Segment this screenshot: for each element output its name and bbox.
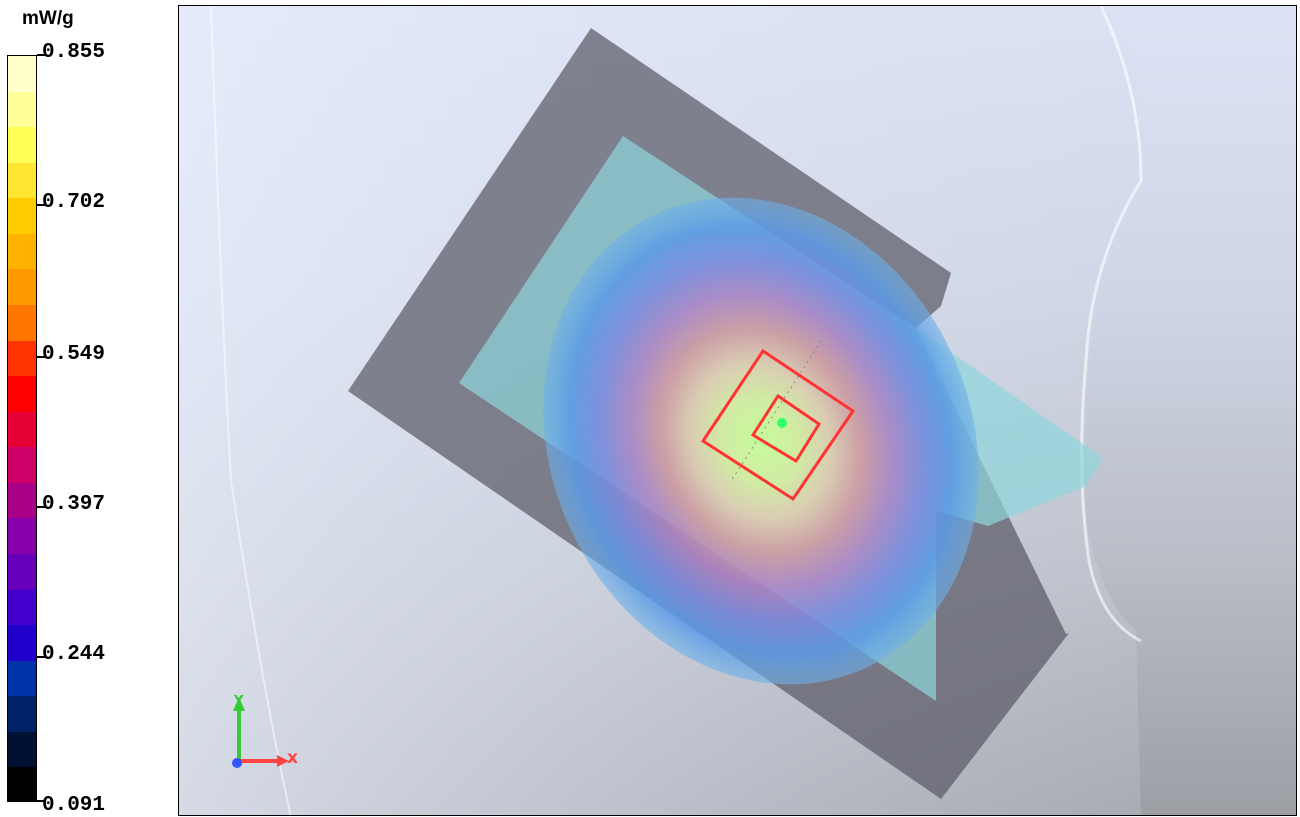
colorbar-segment xyxy=(8,411,36,448)
legend-unit-label: mW/g xyxy=(22,8,74,29)
zoom-scan-inner xyxy=(750,393,822,464)
axis-y-arrow xyxy=(233,697,245,711)
legend-tick-label: 0.702 xyxy=(42,191,106,214)
legend-tick-mark xyxy=(37,356,45,358)
colorbar-segment xyxy=(8,376,36,413)
colorbar-segment xyxy=(8,269,36,306)
axis-y-label: Y xyxy=(234,694,244,709)
colorbar-segment xyxy=(8,56,36,92)
axis-x-arrow xyxy=(277,755,289,767)
axis-x-label: x xyxy=(287,748,298,768)
legend-colorbar xyxy=(7,55,37,802)
colorbar-segment xyxy=(8,518,36,555)
axis-triad xyxy=(232,697,289,768)
colorbar-segment xyxy=(8,767,36,801)
legend-tick-mark xyxy=(37,656,45,658)
axis-z-marker xyxy=(232,758,242,768)
legend-tick-label: 0.091 xyxy=(42,794,106,817)
legend-tick-label: 0.549 xyxy=(42,343,106,366)
colorbar-segment xyxy=(8,127,36,164)
legend-tick-mark xyxy=(37,506,45,508)
colorbar-segment xyxy=(8,162,36,199)
colorbar-segment xyxy=(8,696,36,733)
colorbar-segment xyxy=(8,91,36,128)
colorbar-segment xyxy=(8,660,36,697)
probe-axis xyxy=(730,340,822,482)
legend-tick-label: 0.244 xyxy=(42,643,106,666)
zoom-scan-outer xyxy=(700,348,856,502)
colorbar-segment xyxy=(8,233,36,270)
colorbar-segment xyxy=(8,198,36,235)
sar-scene xyxy=(179,6,1146,815)
colorbar-segment xyxy=(8,625,36,662)
legend-tick-mark xyxy=(37,204,45,206)
phantom-edge xyxy=(1080,6,1143,643)
colorbar-segment xyxy=(8,340,36,377)
legend-tick-mark xyxy=(37,54,45,56)
legend-tick-mark xyxy=(37,800,45,802)
legend-tick-label: 0.855 xyxy=(42,41,106,64)
colorbar-segment xyxy=(8,447,36,484)
colorbar-segment xyxy=(8,554,36,590)
phantom-contour xyxy=(210,6,292,815)
colorbar-segment xyxy=(8,731,36,768)
3d-viewport[interactable]: x Y xyxy=(178,5,1297,816)
legend-tick-label: 0.397 xyxy=(42,493,106,516)
colorbar-segment xyxy=(8,305,36,341)
peak-marker xyxy=(777,418,787,428)
colorbar-segment xyxy=(8,482,36,519)
colorbar-segment xyxy=(8,589,36,626)
